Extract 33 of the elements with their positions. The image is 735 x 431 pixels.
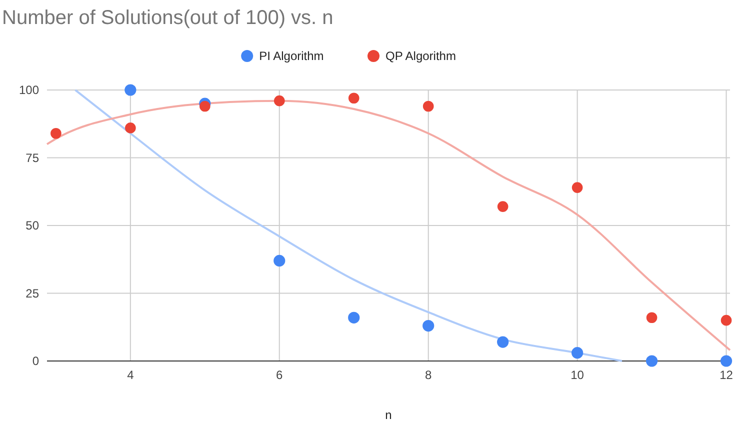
point bbox=[124, 84, 136, 96]
y-tick-label: 75 bbox=[26, 150, 40, 165]
point bbox=[646, 312, 658, 324]
y-tick-label: 25 bbox=[26, 286, 40, 300]
chart-title: Number of Solutions(out of 100) vs. n bbox=[2, 7, 334, 29]
point bbox=[422, 320, 434, 332]
point bbox=[348, 312, 360, 324]
point bbox=[274, 95, 285, 106]
point bbox=[572, 347, 584, 359]
x-axis-title: n bbox=[385, 408, 392, 422]
point bbox=[646, 355, 658, 367]
x-tick-label: 8 bbox=[425, 368, 432, 382]
y-tick-label: 0 bbox=[32, 354, 40, 368]
y-tick-label: 100 bbox=[18, 83, 40, 97]
legend-label: PI Algorithm bbox=[259, 49, 324, 63]
point bbox=[274, 254, 286, 267]
point bbox=[720, 314, 732, 326]
legend-label: QP Algorithm bbox=[386, 49, 456, 63]
x-tick-label: 12 bbox=[720, 368, 734, 382]
point bbox=[125, 122, 136, 134]
point bbox=[199, 100, 210, 112]
point bbox=[497, 336, 509, 348]
x-tick-label: 6 bbox=[276, 368, 284, 382]
line-series bbox=[74, 89, 623, 362]
point bbox=[50, 128, 62, 139]
point bbox=[422, 100, 434, 112]
x-tick-label: 4 bbox=[127, 368, 134, 382]
y-tick-label: 50 bbox=[26, 218, 40, 232]
point bbox=[572, 182, 583, 193]
point bbox=[720, 355, 732, 367]
point bbox=[348, 92, 360, 104]
point bbox=[497, 201, 508, 212]
x-tick-label: 10 bbox=[570, 368, 584, 382]
